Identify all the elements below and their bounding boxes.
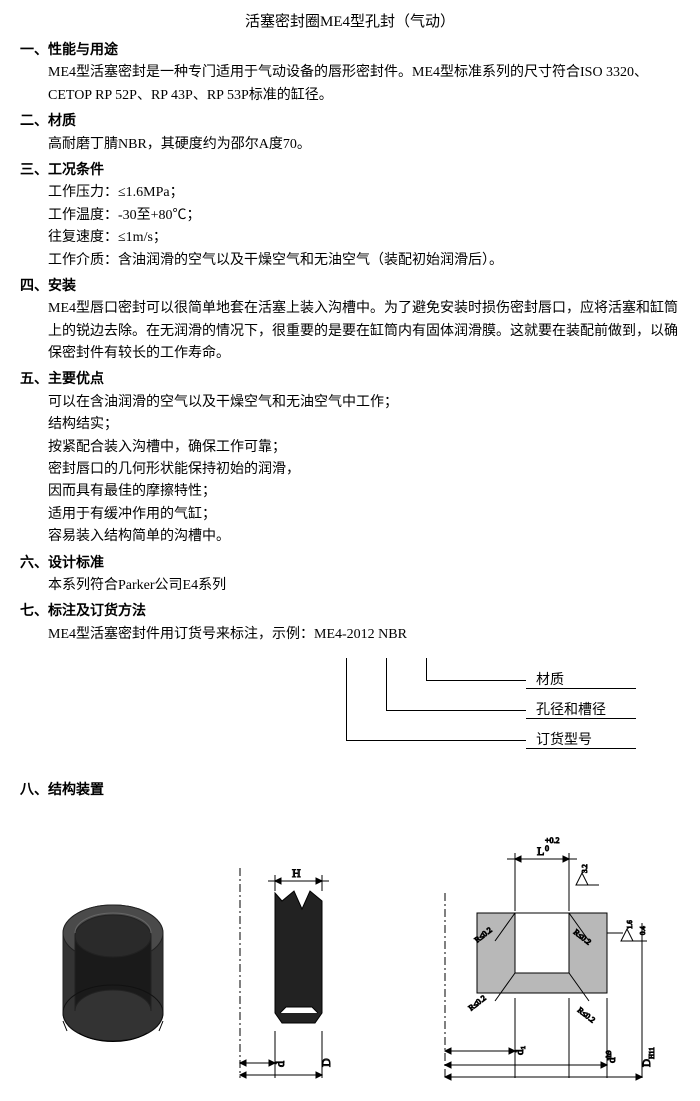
section-8: 八、结构装置 [20, 780, 680, 802]
svg-text:d₁: d₁ [514, 1045, 526, 1055]
body-line: 工作压力：≤1.6MPa； [48, 182, 680, 204]
body-line: 可以在含油润滑的空气以及干燥空气和无油空气中工作； [48, 392, 680, 414]
body-line: 往复速度：≤1m/s； [48, 227, 680, 249]
drawing-profile: H d D [230, 863, 380, 1091]
body-line: 工作介质：含油润滑的空气以及干燥空气和无油空气（装配初始润滑后）。 [48, 250, 680, 272]
section-2: 二、材质高耐磨丁腈NBR，其硬度约为邵尔A度70。 [20, 111, 680, 156]
svg-text:0.4: 0.4 [639, 925, 647, 934]
section-body: ME4型唇口密封可以很简单地套在活塞上装入沟槽中。为了避免安装时损伤密封唇口，应… [20, 298, 680, 365]
body-line: 密封唇口的几何形状能保持初始的润滑， [48, 459, 680, 481]
svg-text:1.6: 1.6 [626, 919, 634, 928]
section-body: 本系列符合Parker公司E4系列 [20, 575, 680, 597]
body-line: ME4型活塞密封件用订货号来标注，示例：ME4-2012 NBR [48, 624, 680, 646]
svg-text:R≤0.2: R≤0.2 [466, 993, 487, 1012]
section-5: 五、主要优点可以在含油润滑的空气以及干燥空气和无油空气中工作；结构结实；按紧配合… [20, 369, 680, 548]
ordering-label-model: 订货型号 [536, 730, 592, 752]
svg-text:3.2: 3.2 [581, 863, 589, 872]
ordering-diagram: 材质 孔径和槽径 订货型号 [48, 650, 680, 780]
drawing-3d-ring [43, 873, 183, 1091]
body-line: ME4型活塞密封是一种专门适用于气动设备的唇形密封件。ME4型标准系列的尺寸符合… [48, 62, 680, 107]
svg-text:L: L [537, 844, 544, 858]
sections: 一、性能与用途ME4型活塞密封是一种专门适用于气动设备的唇形密封件。ME4型标准… [20, 40, 680, 803]
section-heading: 三、工况条件 [20, 160, 680, 182]
ordering-label-bore: 孔径和槽径 [536, 700, 606, 722]
drawing-groove: R≤0.2 R≤0.2 R≤0.2 R≤0.2 L +0.2 0 3.2 [427, 833, 657, 1091]
svg-text:dh9: dh9 [605, 1050, 618, 1063]
body-line: 工作温度：-30至+80℃； [48, 205, 680, 227]
section-heading: 八、结构装置 [20, 780, 680, 802]
body-line: 高耐磨丁腈NBR，其硬度约为邵尔A度70。 [48, 134, 680, 156]
section-heading: 四、安装 [20, 276, 680, 298]
body-line: 因而具有最佳的摩擦特性； [48, 481, 680, 503]
body-line: 容易装入结构简单的沟槽中。 [48, 526, 680, 548]
section-3: 三、工况条件工作压力：≤1.6MPa；工作温度：-30至+80℃；往复速度：≤1… [20, 160, 680, 272]
section-1: 一、性能与用途ME4型活塞密封是一种专门适用于气动设备的唇形密封件。ME4型标准… [20, 40, 680, 107]
body-line: 按紧配合装入沟槽中，确保工作可靠； [48, 437, 680, 459]
svg-text:DH11: DH11 [641, 1046, 656, 1066]
ordering-label-material: 材质 [536, 670, 564, 692]
section-heading: 一、性能与用途 [20, 40, 680, 62]
section-4: 四、安装ME4型唇口密封可以很简单地套在活塞上装入沟槽中。为了避免安装时损伤密封… [20, 276, 680, 366]
tech-drawings: H d D [20, 833, 680, 1091]
section-heading: 六、设计标准 [20, 553, 680, 575]
svg-text:0: 0 [545, 844, 549, 853]
section-heading: 五、主要优点 [20, 369, 680, 391]
svg-text:R≤0.2: R≤0.2 [575, 1005, 596, 1024]
body-line: 适用于有缓冲作用的气缸； [48, 504, 680, 526]
section-body: 可以在含油润滑的空气以及干燥空气和无油空气中工作；结构结实；按紧配合装入沟槽中，… [20, 392, 680, 549]
section-body: ME4型活塞密封件用订货号来标注，示例：ME4-2012 NBR [20, 624, 680, 646]
section-body: 工作压力：≤1.6MPa；工作温度：-30至+80℃；往复速度：≤1m/s；工作… [20, 182, 680, 272]
page-title: 活塞密封圈ME4型孔封（气动） [20, 10, 680, 34]
body-line: 结构结实； [48, 414, 680, 436]
body-line: 本系列符合Parker公司E4系列 [48, 575, 680, 597]
section-heading: 七、标注及订货方法 [20, 601, 680, 623]
body-line: ME4型唇口密封可以很简单地套在活塞上装入沟槽中。为了避免安装时损伤密封唇口，应… [48, 298, 680, 365]
section-body: ME4型活塞密封是一种专门适用于气动设备的唇形密封件。ME4型标准系列的尺寸符合… [20, 62, 680, 107]
section-6: 六、设计标准本系列符合Parker公司E4系列 [20, 553, 680, 598]
section-body: 高耐磨丁腈NBR，其硬度约为邵尔A度70。 [20, 134, 680, 156]
section-heading: 二、材质 [20, 111, 680, 133]
svg-text:H: H [292, 866, 301, 880]
section-7: 七、标注及订货方法ME4型活塞密封件用订货号来标注，示例：ME4-2012 NB… [20, 601, 680, 646]
svg-text:D: D [319, 1058, 333, 1067]
svg-text:d: d [273, 1061, 287, 1067]
